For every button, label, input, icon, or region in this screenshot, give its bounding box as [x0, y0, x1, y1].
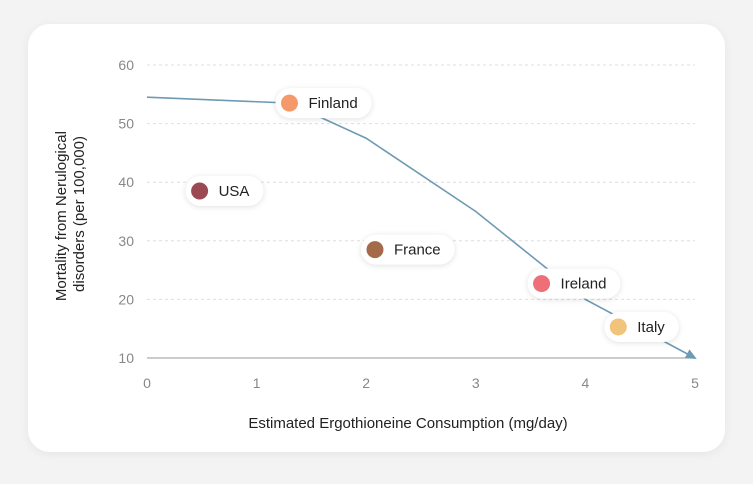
point-label: Italy	[637, 319, 665, 336]
point-marker	[609, 318, 627, 336]
x-tick-label: 2	[362, 375, 370, 391]
point-label-pill	[360, 234, 455, 265]
x-axis-ticks: 0 1 2 3 4 5	[143, 375, 699, 391]
y-tick-label: 20	[118, 291, 134, 307]
point-marker	[533, 275, 551, 293]
data-point-ireland: Ireland	[527, 268, 621, 299]
data-point-italy: Italy	[604, 311, 679, 342]
point-label-pill	[275, 88, 372, 119]
x-tick-label: 1	[253, 375, 261, 391]
y-axis-title-line-2: disorders (per 100,000)	[71, 136, 88, 292]
point-marker	[366, 241, 384, 259]
y-axis-title-line-1: Mortality from Nerulogical	[53, 131, 70, 301]
y-axis-title: Mortality from Nerulogical disorders (pe…	[53, 127, 88, 301]
data-point-france: France	[360, 234, 455, 265]
x-tick-label: 4	[582, 375, 590, 391]
data-point-finland: Finland	[275, 88, 372, 119]
y-tick-label: 50	[118, 116, 134, 132]
point-label: Ireland	[561, 276, 607, 293]
trend-line	[146, 96, 697, 359]
data-points: Finland USA France Ireland Italy	[185, 88, 679, 342]
y-tick-label: 40	[118, 174, 134, 190]
point-label: USA	[219, 183, 250, 200]
data-point-usa: USA	[185, 175, 264, 206]
point-marker	[191, 182, 209, 200]
x-tick-label: 5	[691, 375, 699, 391]
point-label-pill	[604, 311, 679, 342]
y-axis-ticks: 10 20 30 40 50 60	[118, 57, 134, 366]
x-tick-label: 3	[472, 375, 480, 391]
x-axis-title: Estimated Ergothioneine Consumption (mg/…	[248, 415, 567, 432]
y-tick-label: 60	[118, 57, 134, 73]
point-marker	[280, 94, 298, 112]
point-label-pill	[185, 175, 264, 206]
point-label: Finland	[308, 95, 357, 112]
x-tick-label: 0	[143, 375, 151, 391]
point-label: France	[394, 242, 441, 259]
y-tick-label: 30	[118, 233, 134, 249]
y-tick-label: 10	[118, 350, 134, 366]
point-label-pill	[527, 268, 621, 299]
